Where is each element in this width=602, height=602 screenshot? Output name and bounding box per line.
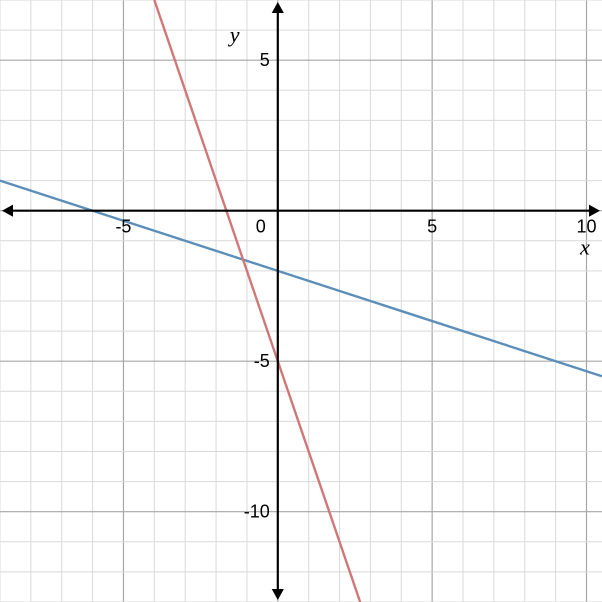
x-tick-label: 5 — [427, 217, 437, 237]
x-axis-label: x — [579, 235, 590, 260]
x-tick-label: 0 — [256, 217, 266, 237]
chart-svg: -5 0 5 10 5 -5 -10 y x — [0, 0, 602, 602]
y-tick-label: -5 — [254, 351, 270, 371]
x-tick-label: -5 — [115, 217, 131, 237]
coordinate-plane-chart: -5 0 5 10 5 -5 -10 y x — [0, 0, 602, 602]
y-tick-label: -10 — [244, 502, 270, 522]
y-tick-label: 5 — [260, 50, 270, 70]
y-axis-label: y — [228, 22, 240, 47]
x-tick-label: 10 — [576, 217, 596, 237]
